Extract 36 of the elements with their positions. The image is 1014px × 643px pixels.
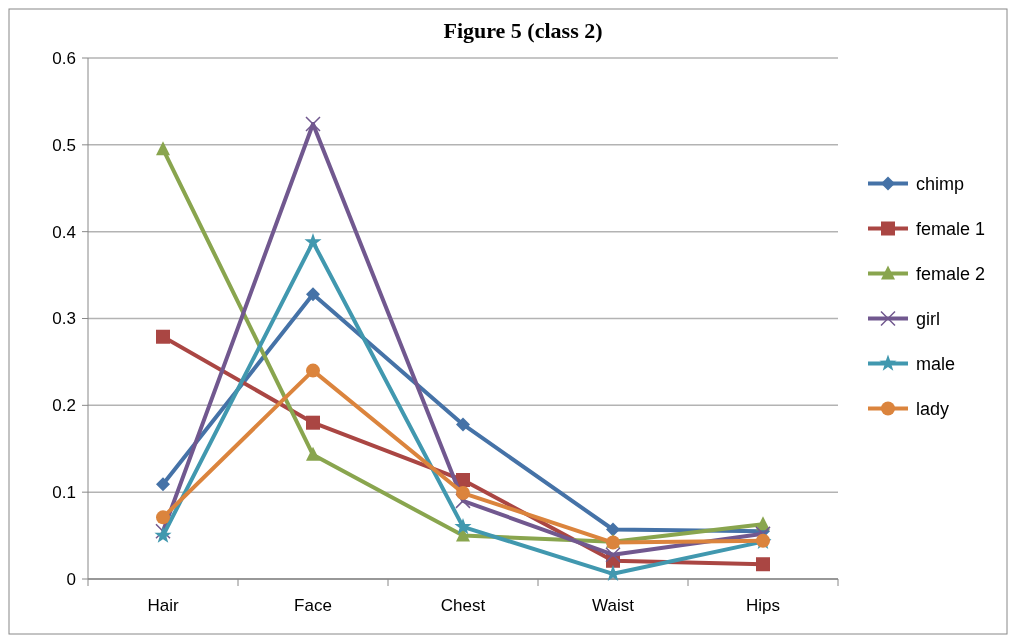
legend-label: female 1 — [916, 218, 986, 239]
x-tick-label: Face — [294, 596, 332, 615]
y-tick-label: 0.3 — [52, 309, 76, 329]
chart-title: Figure 5 (class 2) — [443, 18, 603, 43]
point — [306, 363, 320, 378]
point — [456, 486, 470, 501]
x-tick-label: Waist — [592, 596, 635, 615]
point — [306, 415, 320, 430]
point — [605, 546, 621, 563]
x-tick-label: Hair — [147, 596, 179, 615]
point — [154, 526, 172, 543]
legend-label: lady — [916, 398, 950, 419]
y-tick-label: 0.1 — [52, 483, 76, 503]
point — [156, 141, 170, 156]
point — [305, 116, 321, 132]
point — [156, 510, 170, 525]
point — [454, 517, 472, 535]
point — [306, 446, 320, 461]
y-tick-label: 0.6 — [52, 48, 76, 68]
x-tick-label: Hips — [745, 596, 781, 615]
point — [606, 522, 620, 537]
point — [304, 233, 322, 250]
point — [156, 329, 170, 344]
x-tick-label: Chest — [440, 596, 486, 615]
y-tick-label: 0.5 — [52, 135, 76, 155]
legend-label: male — [916, 353, 956, 374]
point — [456, 417, 470, 432]
point — [156, 477, 170, 492]
legend-label: female 2 — [916, 263, 986, 284]
y-tick-label: 0 — [66, 569, 76, 589]
legend-label: girl — [916, 308, 941, 329]
legend-label: chimp — [916, 173, 965, 194]
y-tick-label: 0.4 — [52, 222, 76, 242]
y-tick-label: 0.2 — [52, 396, 76, 416]
point — [756, 557, 770, 572]
point — [306, 287, 320, 302]
